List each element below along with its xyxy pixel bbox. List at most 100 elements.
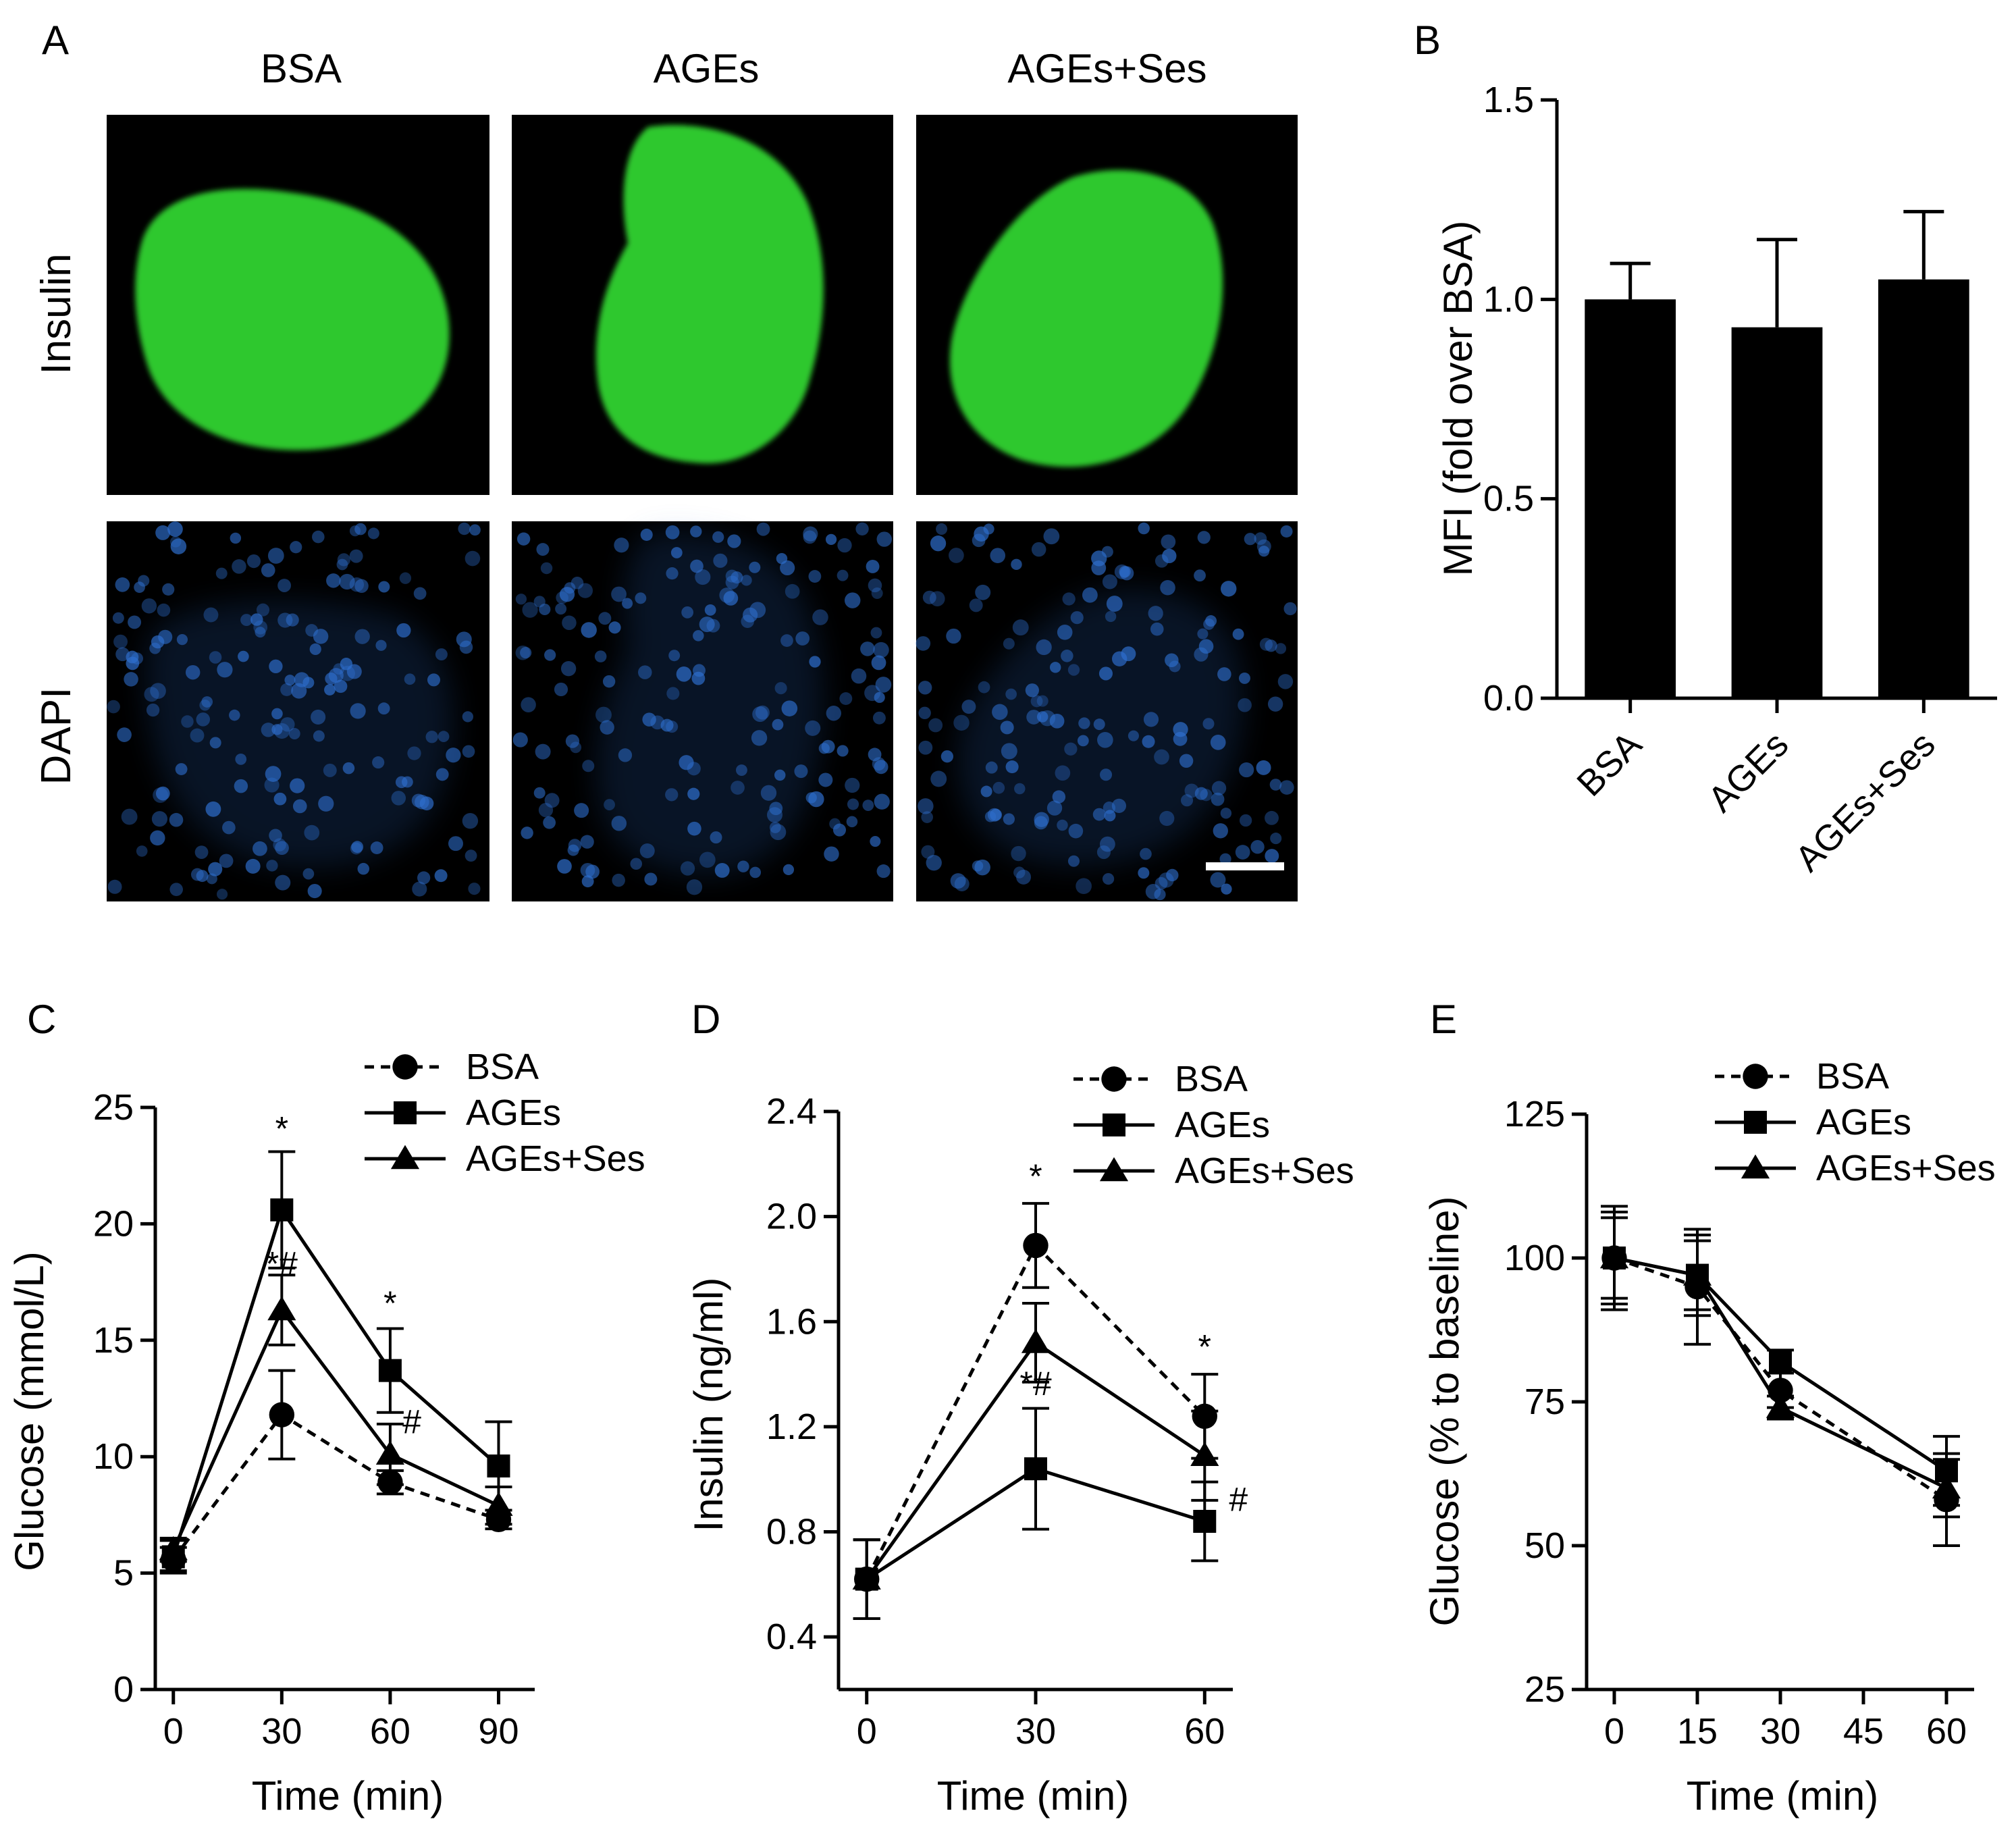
nucleus-dot xyxy=(1197,531,1211,544)
nucleus-dot xyxy=(1102,574,1117,590)
nucleus-dot xyxy=(435,768,449,781)
nucleus-dot xyxy=(1001,743,1017,760)
nucleus-dot xyxy=(693,630,704,641)
nucleus-dot xyxy=(1265,639,1277,652)
nucleus-dot xyxy=(1078,717,1090,729)
significance-annotation: # xyxy=(402,1403,421,1441)
data-point-square xyxy=(1103,1114,1125,1136)
nucleus-dot xyxy=(280,717,295,732)
nucleus-dot xyxy=(821,739,835,754)
nucleus-dot xyxy=(375,639,387,651)
nucleus-dot xyxy=(741,575,752,586)
nucleus-dot xyxy=(805,720,821,736)
nucleus-dot xyxy=(1100,768,1113,781)
nucleus-dot xyxy=(269,829,282,843)
nucleus-dot xyxy=(157,603,171,617)
nucleus-dot xyxy=(731,781,745,795)
y-tick-label: 125 xyxy=(1504,1094,1565,1134)
nucleus-dot xyxy=(1184,783,1199,798)
nucleus-dot xyxy=(1097,731,1113,748)
nucleus-dot xyxy=(1159,872,1174,888)
panel-a-micrographs: A BSA AGEs AGEs+Ses Insulin DAPI xyxy=(33,18,1298,901)
nucleus-dot xyxy=(413,587,427,600)
nucleus-dot xyxy=(1265,810,1279,825)
nucleus-dot xyxy=(245,858,261,874)
panel-c-glucose-chart: C Time (min) Glucose (mmol/L) 0 5 10 15 20 25… xyxy=(7,997,645,1818)
nucleus-dot xyxy=(847,798,859,810)
nucleus-dot xyxy=(126,650,139,664)
nucleus-dot xyxy=(1220,581,1237,597)
nucleus-dot xyxy=(855,522,869,535)
nucleus-dot xyxy=(1219,853,1231,865)
nucleus-dot xyxy=(277,579,292,592)
nucleus-dot xyxy=(354,629,370,644)
nucleus-dot xyxy=(1194,787,1208,800)
nucleus-dot xyxy=(1138,867,1150,879)
nucleus-dot xyxy=(280,683,294,696)
nucleus-dot xyxy=(261,723,276,737)
nucleus-dot xyxy=(1194,569,1206,582)
nucleus-dot xyxy=(255,627,266,638)
nucleus-dot xyxy=(837,538,852,553)
nucleus-dot xyxy=(1061,650,1073,662)
xlabel: Time (min) xyxy=(1687,1773,1878,1818)
nucleus-dot xyxy=(337,553,350,567)
nucleus-dot xyxy=(1238,698,1252,712)
nucleus-dot xyxy=(872,757,886,771)
nucleus-dot xyxy=(554,682,568,697)
nucleus-dot xyxy=(1012,619,1029,636)
nucleus-dot xyxy=(749,866,762,879)
nucleus-dot xyxy=(871,587,883,599)
nucleus-dot xyxy=(350,842,363,855)
data-point-circle xyxy=(392,1054,418,1080)
nucleus-dot xyxy=(868,578,882,593)
nucleus-dot xyxy=(437,731,450,742)
nucleus-dot xyxy=(1221,883,1232,895)
nucleus-dot xyxy=(427,673,441,687)
nucleus-dot xyxy=(874,760,888,775)
nucleus-dot xyxy=(1046,800,1063,816)
y-tick-label: 100 xyxy=(1504,1238,1565,1278)
nucleus-dot xyxy=(222,820,236,835)
nucleus-dot xyxy=(311,709,326,725)
nucleus-dot xyxy=(342,762,355,775)
nucleus-dot xyxy=(580,835,594,849)
nucleus-dot xyxy=(1143,712,1159,727)
nucleus-dot xyxy=(706,619,720,633)
nucleus-dot xyxy=(515,594,527,605)
nucleus-dot xyxy=(755,705,770,720)
nucleus-dot xyxy=(1250,840,1265,854)
nucleus-dot xyxy=(1098,666,1113,681)
nucleus-dot xyxy=(727,534,741,548)
y-tick-label: 2.4 xyxy=(766,1091,817,1132)
data-point-triangle xyxy=(1741,1154,1770,1179)
nucleus-dot xyxy=(150,683,166,700)
nucleus-dot xyxy=(1239,762,1254,778)
nucleus-dot xyxy=(539,603,551,616)
nucleus-dot xyxy=(690,525,702,538)
panel-b-bar-chart: B MFI (fold over BSA) 0.0 0.5 1.0 1.5 BSA AGE… xyxy=(1414,18,1997,879)
nucleus-dot xyxy=(570,741,582,754)
nucleus-dot xyxy=(1270,833,1282,845)
nucleus-dot xyxy=(1202,718,1215,730)
nucleus-dot xyxy=(929,591,945,606)
nucleus-dot xyxy=(1057,819,1068,831)
panel-a-letter: A xyxy=(42,18,69,63)
significance-annotation: *# xyxy=(1019,1365,1051,1403)
data-point-triangle xyxy=(484,1492,513,1516)
nucleus-dot xyxy=(520,647,532,659)
nucleus-dot xyxy=(665,525,680,540)
nucleus-dot xyxy=(196,712,211,727)
nucleus-dot xyxy=(992,781,1005,794)
nucleus-dot xyxy=(256,603,270,617)
y-tick-label: 1.6 xyxy=(766,1301,817,1342)
nucleus-dot xyxy=(921,845,935,859)
nucleus-dot xyxy=(756,522,770,536)
nucleus-dot xyxy=(396,623,411,638)
nucleus-dot xyxy=(704,604,716,616)
nucleus-dot xyxy=(760,785,777,801)
nucleus-dot xyxy=(580,862,595,878)
nucleus-dot xyxy=(725,569,739,583)
y-tick-label: 0.5 xyxy=(1483,479,1534,519)
nucleus-dot xyxy=(294,672,310,687)
